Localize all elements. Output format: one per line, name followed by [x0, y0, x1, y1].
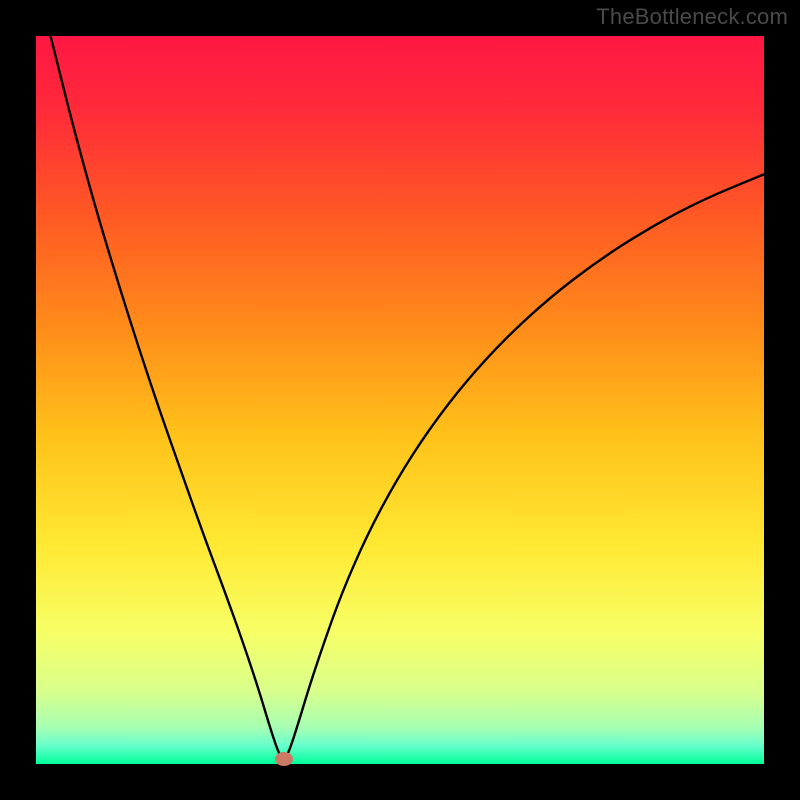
watermark-text: TheBottleneck.com — [596, 4, 788, 30]
minimum-marker — [275, 752, 293, 766]
bottleneck-curve — [36, 36, 764, 764]
chart-plot-area — [36, 36, 764, 764]
